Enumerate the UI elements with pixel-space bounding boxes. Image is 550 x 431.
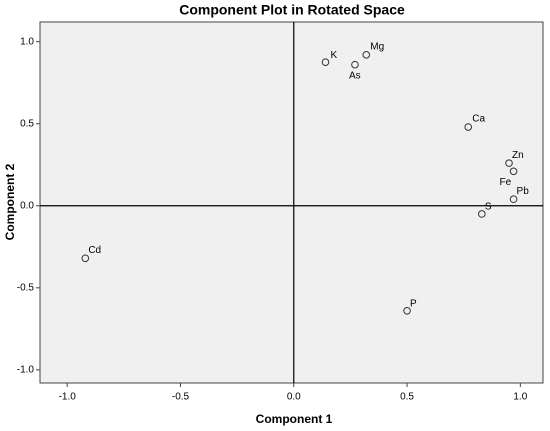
point-label: S [485,202,492,213]
point [321,58,330,67]
y-axis-title: Component 2 [3,163,17,240]
y-tick-label: 1.0 [20,36,34,47]
point-label: P [410,298,417,309]
point [403,307,411,315]
chart-title: Component Plot in Rotated Space [179,2,405,18]
point [509,167,518,176]
point-label: Fe [500,177,512,188]
x-axis-title: Component 1 [256,412,333,426]
point [351,60,359,69]
x-tick-label: -1.0 [59,392,77,403]
point-label: K [330,50,337,61]
point [478,210,486,218]
point [509,195,518,204]
point-label: Mg [370,41,384,52]
point [505,159,513,167]
point-label: Zn [512,150,524,161]
y-tick-label: -0.5 [17,282,35,293]
point-label: Cd [88,245,101,256]
y-tick-label: -1.0 [17,365,35,376]
point-label: Ca [472,114,485,125]
x-tick-label: 0.0 [287,392,301,403]
y-tick-label: 0.0 [20,200,34,211]
point [362,51,371,59]
plot-area [39,21,544,384]
x-tick-label: 0.5 [400,392,414,403]
y-tick-label: 0.5 [20,118,34,129]
point-label: As [349,70,361,81]
point [464,123,473,131]
x-tick-label: -0.5 [172,392,190,403]
point-label: Pb [517,186,530,197]
x-tick-label: 1.0 [513,392,527,403]
point [81,254,90,263]
